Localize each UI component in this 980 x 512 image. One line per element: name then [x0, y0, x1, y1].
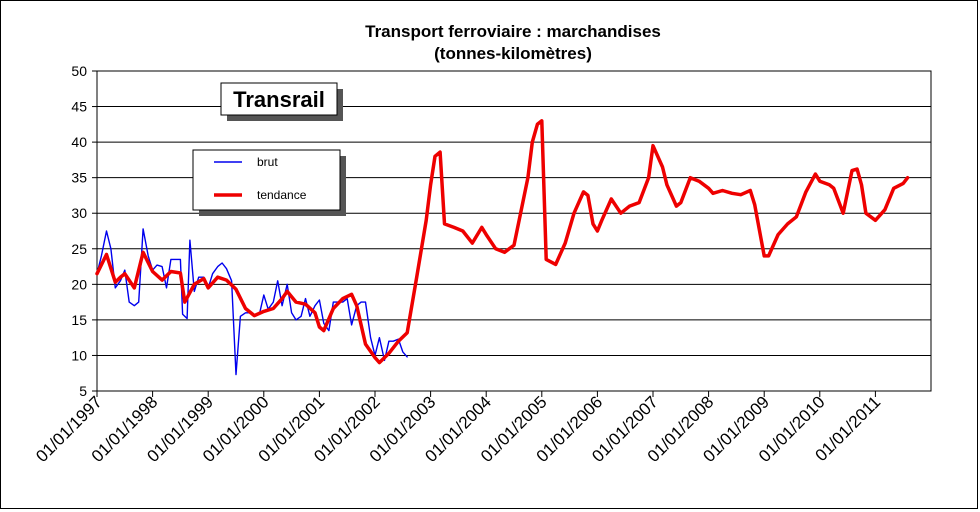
chart-subtitle: (tonnes-kilomètres): [434, 44, 592, 63]
y-tick-label: 10: [71, 347, 87, 363]
y-tick-label: 20: [71, 276, 87, 292]
legend: brut tendance: [192, 149, 346, 216]
chart-title: Transport ferroviaire : marchandises: [365, 22, 661, 41]
y-tick-label: 45: [71, 99, 87, 115]
y-tick-label: 30: [71, 205, 87, 221]
y-axis: 5 10 15 20 25 30 35 40 45 50: [71, 63, 97, 399]
transrail-badge: Transrail: [220, 82, 343, 121]
y-tick-label: 50: [71, 63, 87, 79]
y-tick-label: 5: [79, 383, 87, 399]
x-axis: 01/01/199701/01/199801/01/199901/01/2000…: [32, 392, 884, 466]
y-tick-label: 15: [71, 312, 87, 328]
legend-label-tendance: tendance: [257, 188, 307, 202]
legend-label-brut: brut: [257, 155, 278, 169]
plot-area: [96, 70, 932, 392]
badge-label: Transrail: [233, 87, 325, 112]
y-tick-label: 35: [71, 170, 87, 186]
series-group: [95, 119, 910, 376]
series-line-tendance: [95, 119, 910, 365]
y-tick-label: 25: [71, 241, 87, 257]
y-tick-label: 40: [71, 134, 87, 150]
